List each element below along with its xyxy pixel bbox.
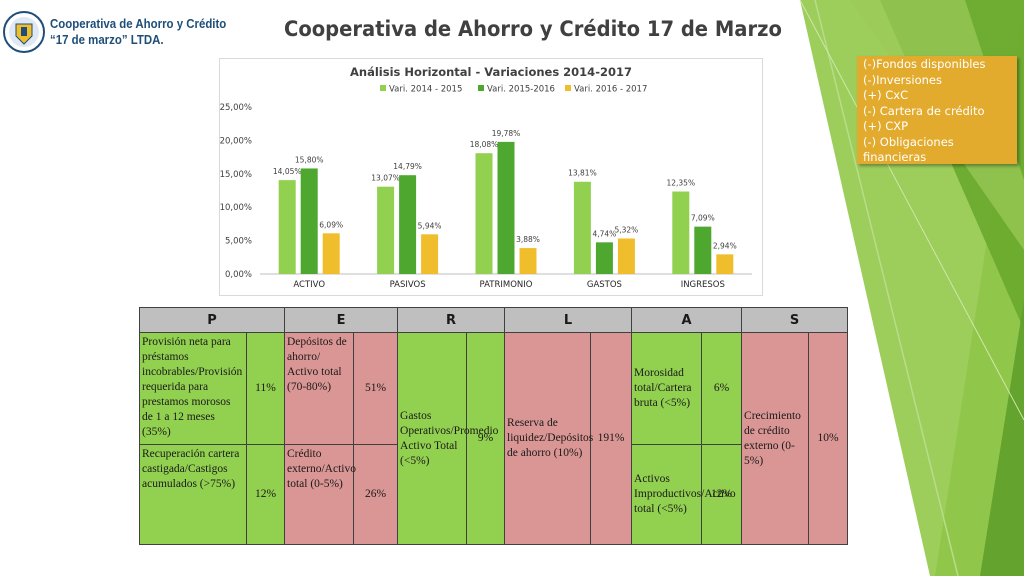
x-tick-label: ACTIVO (293, 280, 325, 290)
header-r: R (397, 307, 506, 333)
header-s: S (741, 307, 849, 333)
bar (716, 254, 734, 274)
p2-value: 12% (246, 444, 285, 545)
side-list-item: (-)Fondos disponibles (863, 57, 986, 71)
data-label: 2,94% (713, 241, 737, 250)
l-value: 191% (590, 332, 633, 545)
bar (694, 226, 712, 274)
legend-label: Vari. 2014 - 2015 (389, 85, 462, 95)
e1-value: 51% (352, 332, 399, 445)
header-l: L (504, 307, 633, 333)
y-tick-label: 5,00% (225, 237, 252, 247)
y-tick-label: 25,00% (220, 103, 252, 113)
a2-value: 12% (701, 444, 743, 545)
data-label: 18,08% (470, 140, 499, 149)
e1-indicator: Depósitos de ahorro/ Activo total (70-80… (284, 332, 354, 445)
e2-indicator: Crédito externo/Activo total (0-5%) (284, 444, 356, 545)
data-label: 6,09% (319, 220, 343, 229)
table-row: Provisión neta para préstamos incobrable… (139, 332, 849, 545)
data-label: 13,07% (371, 174, 400, 183)
bar (519, 248, 537, 274)
x-tick-label: GASTOS (587, 280, 622, 290)
data-label: 19,78% (492, 129, 521, 138)
bar (595, 242, 613, 274)
x-tick-label: PASIVOS (390, 280, 426, 290)
side-list-item: (+) CXP (863, 119, 909, 133)
header-p: P (139, 307, 285, 333)
side-list-item: (-) Obligaciones financieras (863, 134, 954, 165)
bar (672, 191, 690, 274)
chart-title: Análisis Horizontal - Variaciones 2014-2… (350, 65, 632, 79)
perlas-table: P E R L A S Provisión neta para préstamo… (139, 307, 849, 545)
bar (300, 168, 318, 274)
bar (278, 180, 296, 274)
a1-value: 6% (701, 332, 743, 445)
y-tick-label: 20,00% (220, 136, 252, 146)
p1-value: 11% (246, 332, 285, 445)
side-list-item: (-) Cartera de crédito (863, 103, 985, 118)
data-label: 4,74% (592, 229, 616, 238)
a1-indicator: Morosidad total/Cartera bruta (<5%) (631, 332, 703, 445)
e2-value: 26% (352, 444, 399, 545)
a2-indicator: Activos Improductivos/Activo total (<5%) (631, 444, 736, 545)
side-list-item: (+) CxC (863, 88, 909, 102)
p2-indicator: Recuperación cartera castigada/Castigos … (139, 444, 247, 545)
legend-swatch (380, 85, 386, 91)
x-tick-label: INGRESOS (681, 280, 725, 290)
data-label: 5,32% (614, 225, 638, 234)
data-label: 13,81% (568, 169, 597, 178)
y-tick-label: 10,00% (220, 203, 252, 213)
data-label: 3,88% (516, 235, 540, 244)
data-label: 14,05% (273, 167, 302, 176)
header-e: E (283, 307, 399, 333)
data-label: 15,80% (295, 155, 324, 164)
p1-indicator: Provisión neta para préstamos incobrable… (139, 332, 247, 445)
bar (497, 141, 515, 274)
s-value: 10% (808, 332, 849, 545)
bar (399, 175, 417, 274)
r-value: 9% (466, 332, 506, 545)
data-label: 7,09% (691, 214, 715, 223)
header-a: A (631, 307, 743, 333)
chart-container: Análisis Horizontal - Variaciones 2014-2… (219, 58, 763, 296)
bar (421, 234, 439, 274)
bar-chart: Análisis Horizontal - Variaciones 2014-2… (220, 65, 752, 290)
data-label: 14,79% (393, 162, 422, 171)
s-indicator: Crecimiento de crédito externo (0-5%) (741, 332, 810, 545)
l-indicator: Reserva de liquidez/Depósitos de ahorro … (504, 332, 593, 545)
legend-label: Vari. 2016 - 2017 (574, 85, 647, 95)
brand-line-1: Cooperativa de Ahorro y Crédito (50, 16, 227, 31)
table-row: Recuperación cartera castigada/Castigos … (139, 444, 848, 545)
slide-title: Cooperativa de Ahorro y Crédito 17 de Ma… (284, 17, 782, 41)
r-indicator: Gastos Operativos/Promedio Activo Total … (397, 332, 498, 545)
bar (377, 186, 395, 274)
bar (617, 238, 635, 274)
y-tick-label: 15,00% (220, 170, 252, 180)
bar (475, 153, 493, 274)
bar (573, 181, 591, 274)
legend-swatch (478, 85, 484, 91)
side-list: (-)Fondos disponibles (-)Inversiones (+)… (857, 56, 1017, 164)
table-header-row: P E R L A S (139, 307, 849, 333)
cooperative-logo (3, 11, 45, 53)
legend-swatch (565, 85, 571, 91)
y-tick-label: 0,00% (225, 270, 252, 280)
side-list-item: (-)Inversiones (863, 72, 942, 87)
data-label: 5,94% (418, 221, 442, 230)
legend-label: Vari. 2015-2016 (487, 85, 555, 95)
bar (322, 233, 340, 274)
data-label: 12,35% (666, 179, 695, 188)
brand-name: Cooperativa de Ahorro y Crédito “17 de m… (50, 16, 226, 48)
brand-line-2: “17 de marzo” LTDA. (50, 32, 164, 47)
x-tick-label: PATRIMONIO (480, 280, 533, 290)
